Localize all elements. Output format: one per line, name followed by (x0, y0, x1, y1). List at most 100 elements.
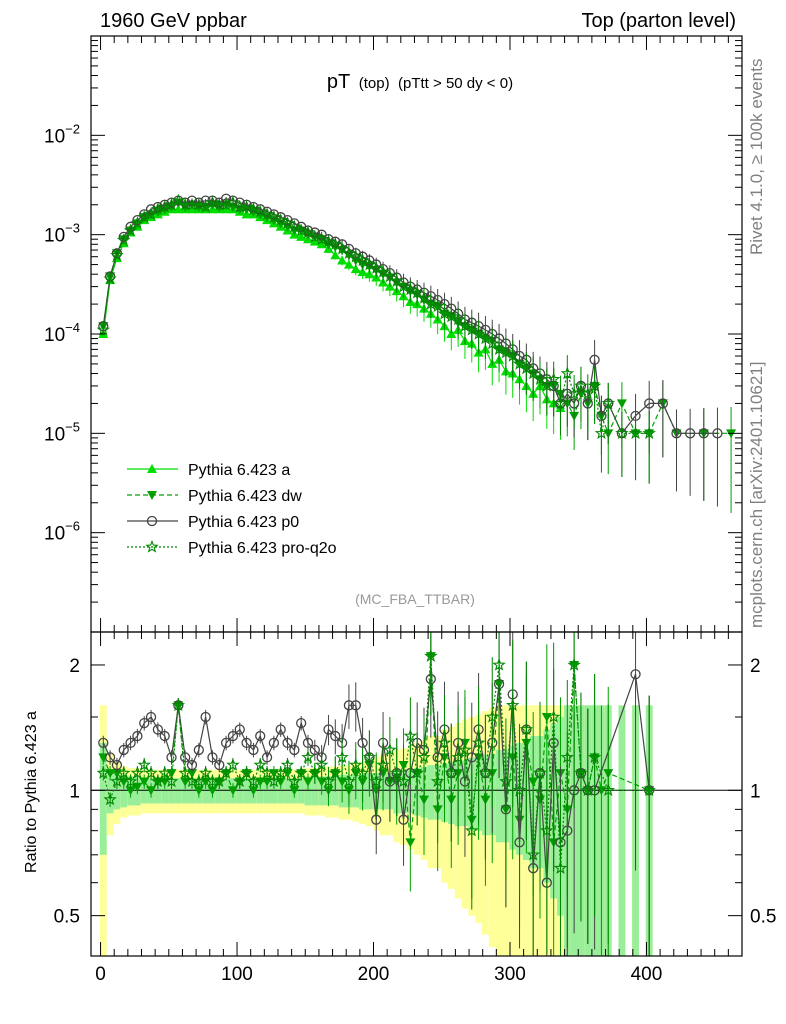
main-series-3-point (526, 366, 540, 380)
mcplots-label: mcplots.cern.ch [arXiv:2401.10621] (747, 362, 766, 628)
legend-marker-0 (147, 464, 157, 473)
main-series-3-point (369, 261, 384, 274)
main-series-3-point (396, 279, 411, 293)
ratio-series-3-point (110, 774, 124, 788)
header-right-title: Top (parton level) (581, 10, 736, 32)
main-ytick-label-base: 10 (44, 226, 65, 247)
main-series-3-point (512, 356, 527, 370)
ratio-series-2-point (302, 737, 314, 749)
main-ytick-label-exponent: −3 (65, 221, 80, 236)
legend-label-1: Pythia 6.423 dw (188, 488, 302, 505)
ratio-series-2-point (234, 724, 245, 735)
ratio-series-3-point (151, 774, 165, 788)
ratio-series-3-point (103, 792, 117, 806)
main-series-2-point (712, 428, 723, 439)
main-panel: 10−210−310−410−510−6 (44, 35, 743, 633)
ratio-series-2-point (104, 752, 116, 763)
main-series-3-point (560, 366, 575, 380)
main-series-3-point (471, 326, 486, 340)
ratio-series-2-point (118, 744, 129, 756)
ratio-series-2-point (357, 737, 368, 749)
ratio-ytick-label-right: 0.5 (750, 907, 776, 928)
main-series-0-point (173, 204, 184, 214)
ratio-series-2-point (193, 744, 204, 756)
ratio-series-2-point (207, 752, 218, 763)
main-ytick-label-base: 10 (44, 126, 65, 147)
main-series-3-point (553, 396, 568, 410)
main-series-3-point (267, 210, 281, 223)
main-series-0-point (296, 231, 307, 241)
main-series-3-point (376, 265, 390, 278)
ratio-series-3-point (512, 783, 527, 797)
main-series-3-point (280, 216, 295, 230)
ratio-band-green (99, 742, 107, 855)
ratio-series-3-point (390, 766, 404, 779)
main-series-3-point (574, 378, 588, 392)
ratio-series-3-point (574, 766, 588, 779)
ratio-series-2-point (330, 730, 341, 742)
ratio-series-3-point (580, 783, 595, 797)
main-ytick-label: 10−3 (44, 221, 80, 247)
main-series-2-point (657, 398, 668, 409)
main-ytick-label-exponent: −5 (65, 419, 80, 434)
main-series-3-point (171, 193, 186, 207)
ratio-series-1-point (125, 786, 136, 796)
ratio-series-2-point (98, 737, 109, 749)
ratio-series-3-point (553, 861, 568, 874)
main-ytick-label-base: 10 (44, 424, 65, 445)
ratio-series-3-point (280, 757, 295, 771)
main-series-0-point (350, 264, 361, 274)
ratio-series-3-point (348, 757, 363, 771)
main-series-3-point (328, 237, 342, 250)
ratio-series-2-point (261, 752, 273, 763)
ratio-series-3-point (403, 728, 418, 742)
ratio-series-3-point (192, 774, 206, 788)
ratio-series-1-point (248, 786, 259, 796)
main-series-3-point (424, 297, 438, 310)
main-ytick-label: 10−2 (44, 121, 80, 147)
ratio-series-3-point (451, 750, 465, 764)
ratio-series-3-point (567, 657, 581, 671)
ratio-series-1-point (139, 777, 150, 787)
ratio-series-3-point (171, 698, 186, 712)
main-series-3-point (519, 361, 534, 375)
ratio-series-3-point (505, 698, 520, 712)
ratio-series-3-point (540, 823, 554, 837)
analysis-label: (MC_FBA_TTBAR) (355, 591, 475, 607)
ratio-series-1-point (303, 777, 313, 787)
main-series-3-point (348, 249, 363, 263)
main-series-3-point (464, 322, 479, 336)
main-series-3-point (110, 248, 124, 261)
main-series-3-point (246, 202, 261, 216)
main-series-3-point (594, 426, 609, 440)
ratio-band-green (311, 776, 319, 806)
ratio-series-3-point (219, 766, 233, 779)
ratio-xtick-label: 400 (631, 964, 663, 985)
ratio-series-2-point (275, 724, 286, 735)
ratio-series-2-point (227, 730, 239, 742)
ratio-series-1-point (207, 786, 218, 796)
ratio-series-3-point (274, 766, 288, 779)
main-series-3-line (102, 200, 650, 434)
ratio-xtick-label: 0 (95, 964, 106, 985)
main-series-3-point (580, 386, 595, 400)
main-series-3-point (505, 348, 520, 362)
main-series-3-point (492, 342, 506, 356)
main-series-2-point (698, 428, 709, 439)
main-series-3-point (478, 331, 493, 345)
main-series-1-point (616, 399, 627, 409)
ratio-series-2-point (309, 744, 320, 756)
ratio-series-1-point (146, 786, 157, 796)
ratio-ytick-label-left: 2 (69, 656, 80, 677)
ratio-series-2-point (289, 744, 300, 756)
ratio-series-2-point (186, 759, 198, 771)
ratio-series-3-point (587, 750, 602, 764)
plot-title-main: pT (327, 71, 350, 93)
ratio-ytick-label-left: 0.5 (54, 907, 80, 928)
ratio-series-1-point (132, 782, 143, 792)
main-series-3-point (314, 232, 329, 246)
ratio-series-3-point (444, 766, 458, 779)
ratio-series-2-point (350, 700, 361, 711)
main-ytick-label-base: 10 (44, 524, 65, 545)
ratio-series-3-point (417, 750, 431, 764)
